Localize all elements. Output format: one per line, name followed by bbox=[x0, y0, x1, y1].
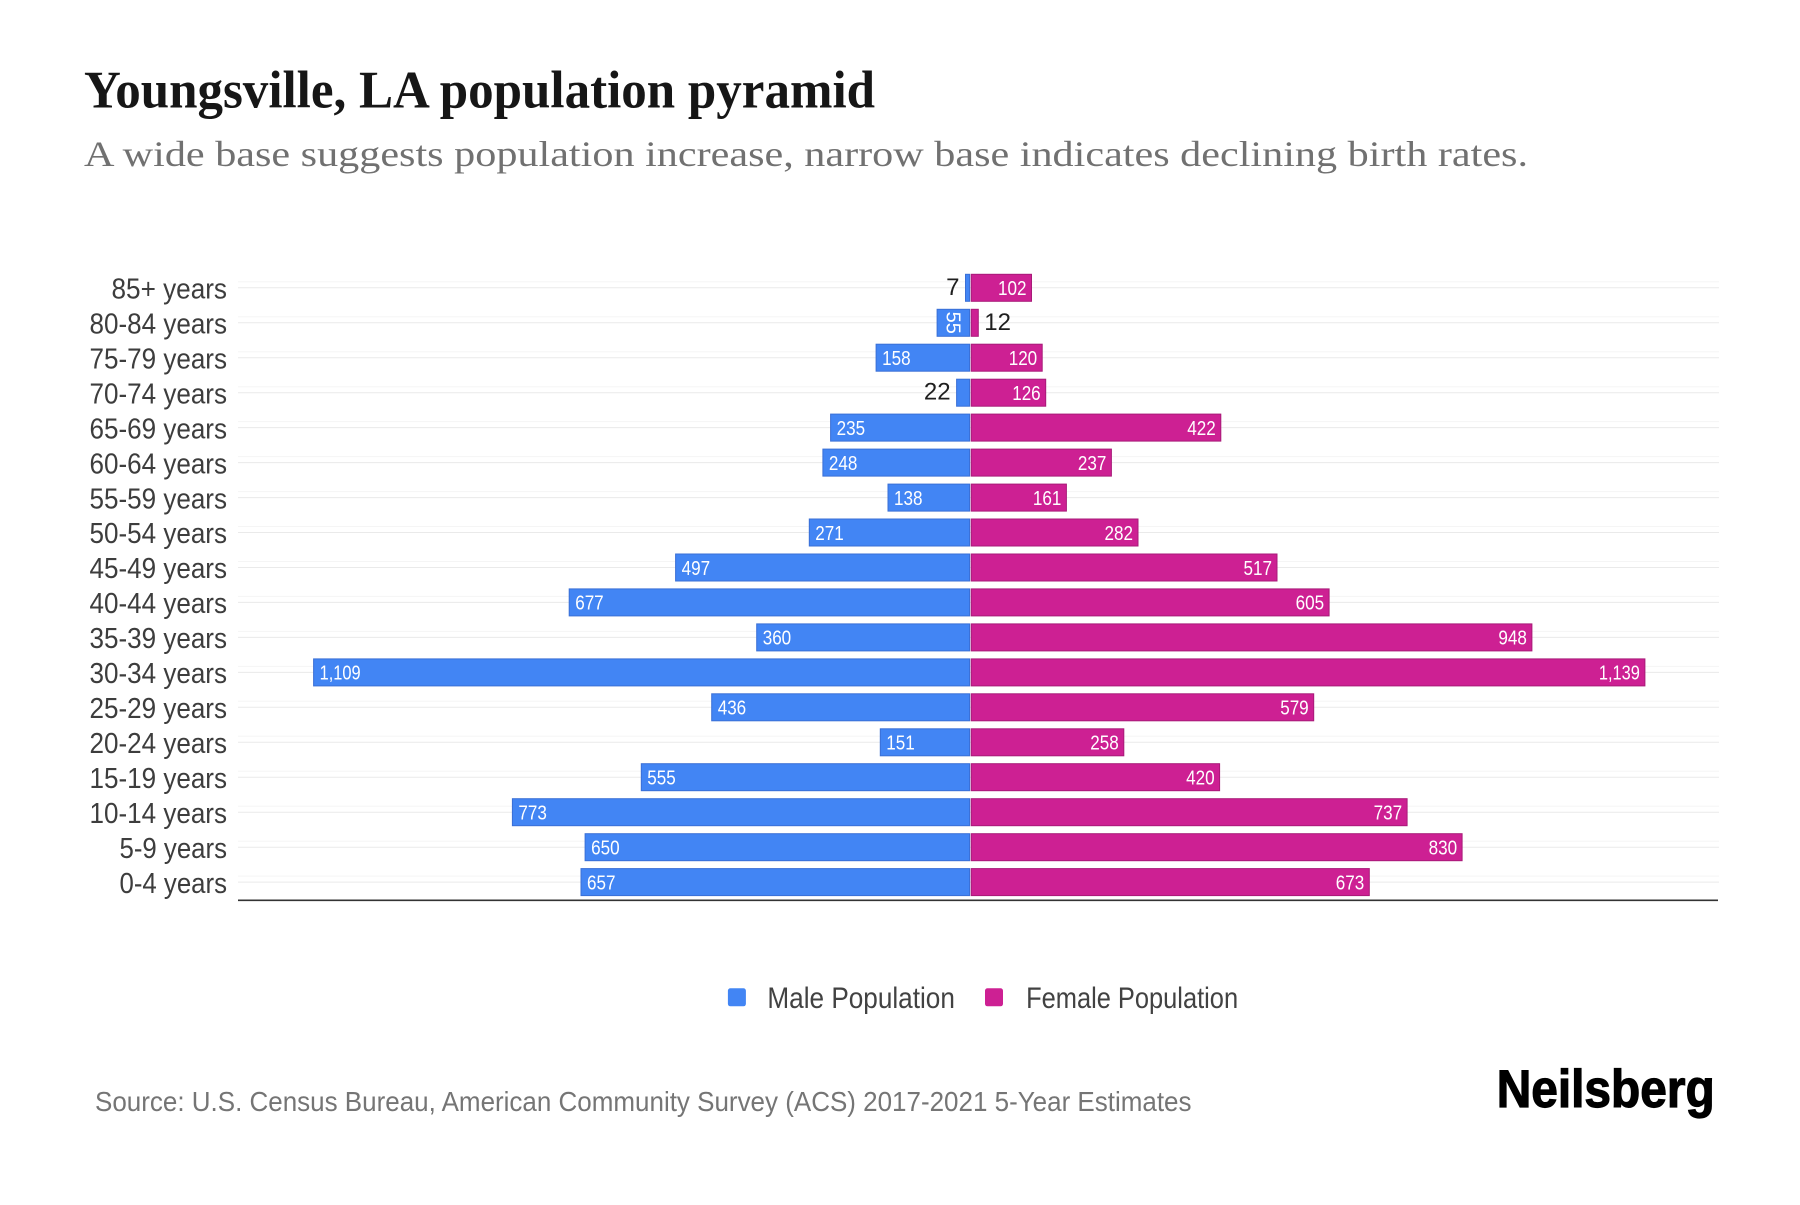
svg-text:7: 7 bbox=[946, 274, 959, 301]
svg-text:151: 151 bbox=[886, 733, 915, 755]
svg-text:360: 360 bbox=[763, 628, 792, 650]
svg-text:161: 161 bbox=[1033, 488, 1062, 510]
svg-text:35-39 years: 35-39 years bbox=[90, 623, 228, 655]
svg-text:657: 657 bbox=[587, 872, 616, 894]
svg-text:55-59 years: 55-59 years bbox=[90, 483, 228, 515]
svg-text:80-84 years: 80-84 years bbox=[90, 309, 228, 341]
svg-text:1,139: 1,139 bbox=[1599, 663, 1640, 685]
svg-text:5-9 years: 5-9 years bbox=[120, 833, 228, 865]
svg-text:497: 497 bbox=[682, 558, 711, 580]
svg-text:436: 436 bbox=[718, 698, 747, 720]
svg-text:75-79 years: 75-79 years bbox=[90, 343, 228, 375]
svg-text:55: 55 bbox=[941, 312, 963, 334]
svg-text:40-44 years: 40-44 years bbox=[90, 588, 228, 620]
svg-text:30-34 years: 30-34 years bbox=[90, 658, 228, 690]
svg-text:650: 650 bbox=[591, 838, 620, 860]
svg-text:677: 677 bbox=[575, 593, 604, 615]
svg-text:237: 237 bbox=[1078, 453, 1107, 475]
svg-text:Source: U.S. Census Bureau, Am: Source: U.S. Census Bureau, American Com… bbox=[95, 1086, 1192, 1117]
svg-text:282: 282 bbox=[1105, 523, 1134, 545]
svg-text:A wide base suggests populatio: A wide base suggests population increase… bbox=[84, 134, 1528, 174]
svg-text:25-29 years: 25-29 years bbox=[90, 693, 228, 725]
svg-text:102: 102 bbox=[998, 278, 1027, 300]
svg-text:773: 773 bbox=[518, 803, 547, 825]
svg-text:555: 555 bbox=[647, 768, 676, 790]
svg-text:60-64 years: 60-64 years bbox=[90, 448, 228, 480]
svg-text:1,109: 1,109 bbox=[320, 663, 361, 685]
svg-text:420: 420 bbox=[1186, 768, 1215, 790]
svg-text:579: 579 bbox=[1280, 698, 1309, 720]
svg-text:271: 271 bbox=[815, 523, 844, 545]
svg-text:45-49 years: 45-49 years bbox=[90, 553, 228, 585]
svg-text:Youngsville, LA population pyr: Youngsville, LA population pyramid bbox=[84, 62, 875, 120]
svg-text:673: 673 bbox=[1336, 872, 1365, 894]
svg-text:120: 120 bbox=[1009, 348, 1038, 370]
svg-text:Female Population: Female Population bbox=[1026, 982, 1238, 1015]
svg-text:737: 737 bbox=[1374, 803, 1403, 825]
svg-text:235: 235 bbox=[837, 418, 866, 440]
svg-text:158: 158 bbox=[882, 348, 911, 370]
svg-text:85+ years: 85+ years bbox=[112, 274, 228, 306]
svg-text:422: 422 bbox=[1187, 418, 1216, 440]
svg-text:50-54 years: 50-54 years bbox=[90, 518, 228, 550]
svg-text:830: 830 bbox=[1429, 838, 1458, 860]
svg-text:65-69 years: 65-69 years bbox=[90, 413, 228, 445]
svg-text:Neilsberg: Neilsberg bbox=[1497, 1060, 1715, 1119]
svg-text:605: 605 bbox=[1296, 593, 1325, 615]
svg-text:258: 258 bbox=[1090, 733, 1119, 755]
svg-text:248: 248 bbox=[829, 453, 858, 475]
svg-text:15-19 years: 15-19 years bbox=[90, 763, 228, 795]
svg-text:22: 22 bbox=[924, 379, 951, 406]
svg-text:0-4 years: 0-4 years bbox=[120, 868, 228, 900]
svg-text:126: 126 bbox=[1012, 383, 1041, 405]
svg-text:20-24 years: 20-24 years bbox=[90, 728, 228, 760]
svg-text:Male Population: Male Population bbox=[767, 982, 955, 1015]
svg-text:12: 12 bbox=[984, 309, 1011, 336]
svg-text:948: 948 bbox=[1498, 628, 1527, 650]
svg-text:517: 517 bbox=[1244, 558, 1273, 580]
svg-text:70-74 years: 70-74 years bbox=[90, 378, 228, 410]
svg-text:138: 138 bbox=[894, 488, 923, 510]
svg-text:10-14 years: 10-14 years bbox=[90, 798, 228, 830]
